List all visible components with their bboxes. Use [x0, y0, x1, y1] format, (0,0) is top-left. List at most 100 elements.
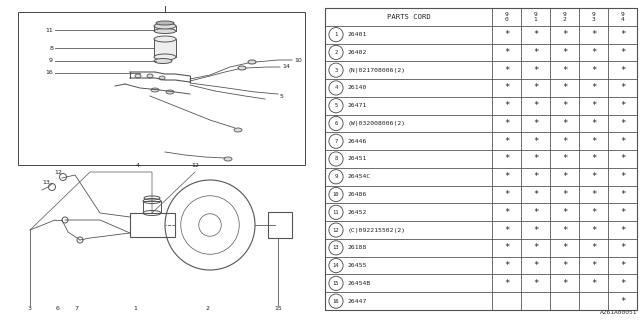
Text: 14: 14 — [333, 263, 339, 268]
Text: *: * — [504, 30, 509, 39]
Text: 5: 5 — [334, 103, 338, 108]
Text: *: * — [591, 119, 596, 128]
Ellipse shape — [234, 128, 242, 132]
Text: 2: 2 — [206, 306, 210, 311]
Bar — [130, 213, 175, 237]
Text: *: * — [504, 172, 509, 181]
Text: 1: 1 — [133, 306, 137, 311]
Text: 26486: 26486 — [348, 192, 367, 197]
Text: 14: 14 — [282, 65, 290, 69]
Ellipse shape — [151, 88, 159, 92]
Text: *: * — [562, 243, 567, 252]
Text: *: * — [504, 243, 509, 252]
Text: 7: 7 — [74, 306, 78, 311]
Bar — [154, 39, 176, 57]
Text: 9
4: 9 4 — [621, 12, 625, 22]
Text: *: * — [504, 261, 509, 270]
Text: 3: 3 — [28, 306, 32, 311]
Text: *: * — [532, 208, 538, 217]
Text: 3: 3 — [334, 68, 338, 73]
Text: *: * — [504, 84, 509, 92]
Text: 26140: 26140 — [348, 85, 367, 91]
Ellipse shape — [159, 76, 165, 80]
Text: *: * — [591, 172, 596, 181]
Text: 6: 6 — [334, 121, 338, 126]
Text: (C)092215502(2): (C)092215502(2) — [348, 228, 406, 233]
Text: *: * — [620, 119, 625, 128]
Text: 4: 4 — [334, 85, 338, 91]
Ellipse shape — [248, 60, 256, 64]
Text: *: * — [562, 226, 567, 235]
Text: 9
2: 9 2 — [563, 12, 566, 22]
Text: 16: 16 — [333, 299, 339, 304]
Ellipse shape — [154, 28, 176, 34]
Text: *: * — [591, 208, 596, 217]
Ellipse shape — [154, 23, 176, 29]
Text: 8: 8 — [49, 45, 53, 51]
Text: 26401: 26401 — [348, 32, 367, 37]
Text: *: * — [532, 84, 538, 92]
Text: 9: 9 — [334, 174, 338, 179]
Text: *: * — [591, 155, 596, 164]
Text: *: * — [532, 137, 538, 146]
Text: 12: 12 — [54, 170, 62, 174]
Text: 26451: 26451 — [348, 156, 367, 162]
Text: 1: 1 — [334, 32, 338, 37]
Ellipse shape — [154, 59, 172, 63]
Text: *: * — [620, 297, 625, 306]
Text: PARTS CORD: PARTS CORD — [387, 14, 430, 20]
Text: *: * — [504, 137, 509, 146]
Text: *: * — [532, 279, 538, 288]
Text: *: * — [504, 101, 509, 110]
Text: *: * — [562, 261, 567, 270]
Text: (N)021708006(2): (N)021708006(2) — [348, 68, 406, 73]
Text: 7: 7 — [334, 139, 338, 144]
Text: *: * — [591, 84, 596, 92]
Text: 6: 6 — [56, 306, 60, 311]
Text: *: * — [532, 172, 538, 181]
Bar — [325, 8, 637, 310]
Text: *: * — [504, 226, 509, 235]
Text: *: * — [620, 48, 625, 57]
Text: *: * — [532, 190, 538, 199]
Ellipse shape — [154, 36, 176, 42]
Text: 9
3: 9 3 — [591, 12, 595, 22]
Text: *: * — [504, 48, 509, 57]
Text: 26446: 26446 — [348, 139, 367, 144]
Bar — [143, 201, 161, 213]
Text: *: * — [620, 101, 625, 110]
Text: *: * — [591, 261, 596, 270]
Text: 26454B: 26454B — [348, 281, 371, 286]
Text: 12: 12 — [333, 228, 339, 233]
Text: *: * — [591, 190, 596, 199]
Bar — [18, 12, 305, 165]
Text: *: * — [532, 226, 538, 235]
Text: 26188: 26188 — [348, 245, 367, 250]
Text: *: * — [562, 30, 567, 39]
Text: *: * — [504, 208, 509, 217]
Text: 11: 11 — [333, 210, 339, 215]
Text: 26454C: 26454C — [348, 174, 371, 179]
Text: 9: 9 — [49, 59, 53, 63]
Text: *: * — [620, 261, 625, 270]
Text: *: * — [591, 30, 596, 39]
Text: *: * — [620, 279, 625, 288]
Text: *: * — [532, 66, 538, 75]
Ellipse shape — [156, 21, 174, 25]
Text: *: * — [532, 30, 538, 39]
Text: *: * — [504, 190, 509, 199]
Text: 8: 8 — [334, 156, 338, 162]
Ellipse shape — [166, 90, 174, 94]
Text: *: * — [591, 101, 596, 110]
Text: 9
1: 9 1 — [534, 12, 538, 22]
Text: 2: 2 — [334, 50, 338, 55]
Text: *: * — [562, 190, 567, 199]
Text: *: * — [504, 155, 509, 164]
Text: 15: 15 — [274, 306, 282, 311]
Bar — [268, 212, 292, 238]
Text: *: * — [532, 243, 538, 252]
Text: *: * — [591, 66, 596, 75]
Ellipse shape — [135, 74, 141, 78]
Text: 10: 10 — [294, 58, 301, 62]
Text: *: * — [562, 101, 567, 110]
